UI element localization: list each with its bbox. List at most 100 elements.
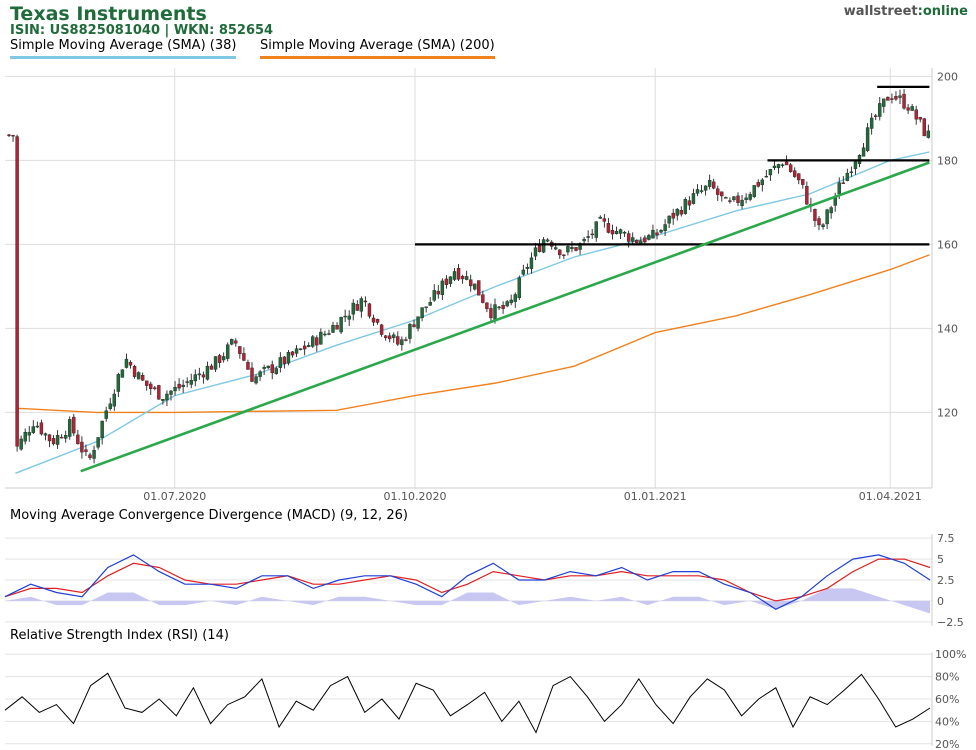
candle-up [116, 374, 121, 392]
candle-up [707, 179, 712, 187]
candle-down [562, 254, 566, 257]
macd-histogram [5, 588, 930, 614]
candle-up [230, 338, 234, 345]
candle-up [622, 232, 627, 234]
candle-down [874, 115, 878, 117]
sma200-legend[interactable]: Simple Moving Average (SMA) (200) [260, 38, 495, 59]
candle-up [319, 331, 323, 345]
candle-up [100, 420, 104, 439]
candle-up [829, 207, 833, 214]
candle-up [849, 171, 854, 174]
candle-up [695, 189, 700, 194]
candle-down [501, 304, 505, 309]
candle-up [586, 236, 590, 238]
candle-down [335, 325, 339, 330]
candle-down [894, 96, 898, 100]
candle-up [266, 365, 270, 369]
candle-down [558, 249, 562, 256]
candle-up [752, 185, 756, 197]
rsi-y-tick-label: 40% [935, 715, 959, 728]
candle-down [610, 229, 615, 235]
candle-up [185, 381, 189, 383]
macd-panel-title: Moving Average Convergence Divergence (M… [10, 508, 408, 523]
candle-down [436, 290, 440, 295]
candle-down [140, 375, 145, 381]
candle-up [554, 247, 558, 250]
candle-down [590, 233, 594, 236]
candle-down [84, 449, 88, 452]
candle-down [679, 210, 683, 215]
candle-up [570, 247, 574, 249]
rsi-y-tick-label: 80% [935, 671, 959, 684]
candle-up [659, 230, 663, 233]
candle-down [813, 209, 817, 221]
candle-up [55, 435, 60, 445]
candle-up [837, 182, 841, 195]
sma38-legend[interactable]: Simple Moving Average (SMA) (38) [10, 38, 237, 59]
rsi-y-tick-label: 20% [935, 738, 959, 750]
candle-down [477, 280, 481, 296]
candle-down [379, 324, 384, 335]
candle-up [112, 393, 117, 407]
candle-up [772, 165, 777, 169]
candle-up [691, 193, 696, 204]
candle-up [497, 306, 501, 309]
candle-down [39, 422, 44, 435]
candle-up [311, 336, 315, 347]
candle-down [801, 179, 805, 185]
isin-wkn-label: ISIN: US8825081040 | WKN: 852654 [10, 23, 274, 38]
x-tick-label: 01.10.2020 [383, 490, 446, 503]
candle-up [776, 164, 781, 169]
candle-up [853, 161, 858, 169]
candle-up [432, 290, 436, 301]
candle-up [43, 433, 48, 436]
candle-down [217, 355, 222, 363]
candle-up [647, 235, 651, 240]
rsi-panel-title: Relative Strength Index (RSI) (14) [10, 628, 229, 643]
candle-down [375, 319, 380, 323]
macd-y-tick-label: 0 [937, 595, 944, 608]
candle-up [205, 365, 210, 380]
rsi-line [4, 672, 931, 734]
candle-up [339, 317, 343, 333]
candle-up [31, 426, 35, 433]
candle-up [594, 221, 598, 238]
candle-down [412, 324, 416, 328]
candle-up [651, 229, 655, 239]
candle-up [343, 315, 347, 318]
candle-down [80, 441, 84, 453]
candle-up [566, 246, 570, 253]
candle-down [712, 181, 716, 189]
candle-down [914, 109, 918, 120]
candle-up [618, 229, 623, 234]
candle-up [744, 197, 748, 201]
candle-down [153, 387, 157, 389]
candle-up [869, 117, 874, 129]
wallstreet-online-logo: wallstreet:online [843, 4, 968, 19]
candle-down [606, 223, 611, 233]
candle-up [424, 306, 428, 308]
candle-up [307, 345, 311, 347]
candle-up [96, 437, 100, 448]
candle-down [574, 247, 578, 251]
candle-up [197, 373, 202, 376]
candle-up [173, 387, 177, 392]
candle-up [878, 103, 882, 117]
candle-down [88, 454, 92, 458]
candle-down [7, 134, 11, 136]
candle-up [663, 224, 667, 232]
candle-down [671, 212, 675, 219]
candle-down [918, 117, 922, 120]
candle-up [861, 147, 866, 157]
candle-down [282, 356, 287, 365]
candle-down [355, 304, 359, 311]
candle-up [351, 302, 355, 315]
trend-line [80, 161, 930, 473]
candle-up [533, 247, 538, 257]
candle-up [274, 368, 278, 374]
candle-up [225, 344, 230, 359]
candle-down [238, 346, 242, 354]
candle-up [493, 304, 497, 320]
macd-y-tick-label: 7.5 [937, 532, 955, 545]
candle-down [177, 383, 181, 389]
